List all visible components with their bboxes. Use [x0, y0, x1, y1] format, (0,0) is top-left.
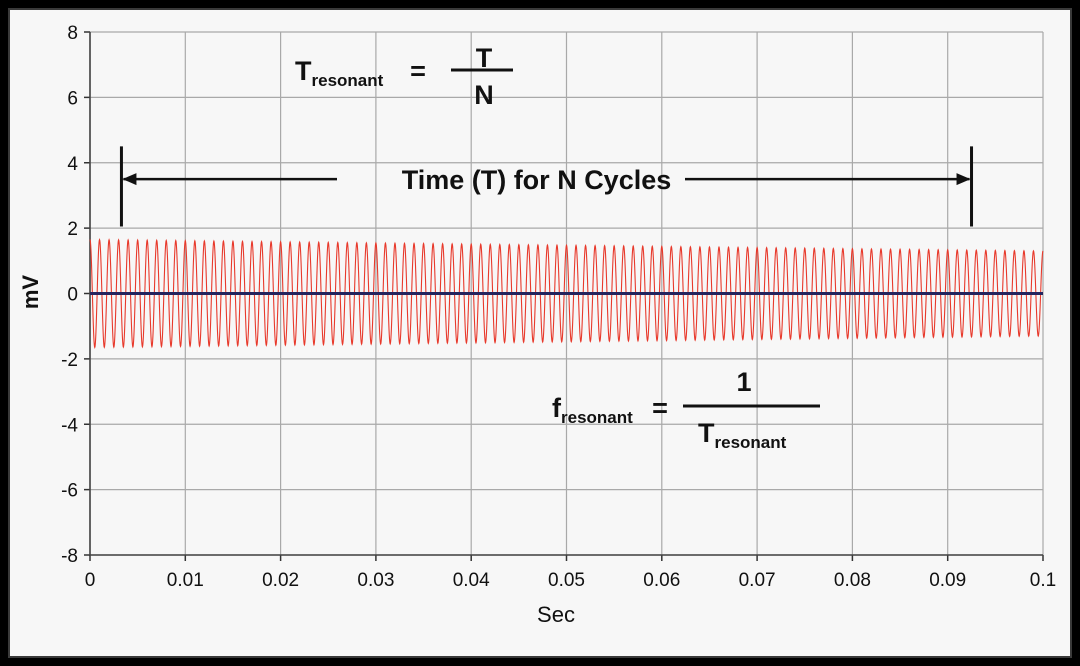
period-denominator: N	[474, 80, 494, 110]
annotations: Time (T) for N Cycles	[119, 146, 974, 227]
freq-denominator-subscript: resonant	[715, 433, 787, 452]
arrowhead-right	[956, 173, 971, 186]
chart-panel: 0 0.01 0.02 0.03 0.04 0.05 0.06 0.07 0.08 0.09 0.1…	[8, 8, 1072, 658]
x-tick-label: 0.01	[167, 570, 204, 591]
x-tick-label: 0.09	[929, 570, 966, 591]
y-tick-label: 2	[67, 219, 78, 240]
x-tick-label: 0.04	[453, 570, 490, 591]
x-tick-label: 0.07	[739, 570, 776, 591]
y-tick-label: -6	[61, 481, 78, 502]
freq-equals: =	[652, 393, 668, 423]
x-tick-label: 0	[85, 570, 96, 591]
series-group	[89, 238, 1044, 350]
y-tick-label: -8	[61, 546, 78, 567]
x-tick-label: 0.08	[834, 570, 871, 591]
x-tick-label: 0.02	[262, 570, 299, 591]
svg-text:Tresonant: Tresonant	[698, 418, 787, 452]
resonance-chart: 0 0.01 0.02 0.03 0.04 0.05 0.06 0.07 0.08 0.09 0.1…	[18, 23, 1056, 627]
freq-lhs-subscript: resonant	[561, 408, 633, 427]
period-formula: Tresonant = T N	[295, 43, 513, 110]
freq-lhs: f	[552, 393, 562, 423]
period-numerator: T	[476, 43, 493, 73]
y-tick-label: 4	[67, 154, 78, 175]
x-tick-label: 0.03	[357, 570, 394, 591]
period-lhs: T	[295, 56, 312, 86]
x-tick-label: 0.1	[1030, 570, 1056, 591]
svg-text:fresonant: fresonant	[552, 393, 633, 427]
frequency-formula: fresonant = 1 Tresonant	[552, 367, 820, 452]
signal-line	[89, 238, 1044, 350]
x-tick-label: 0.05	[548, 570, 585, 591]
x-axis-label: Sec	[537, 602, 575, 627]
svg-text:Tresonant: Tresonant	[295, 56, 384, 90]
freq-denominator: T	[698, 418, 715, 448]
y-tick-label: 8	[67, 23, 78, 44]
y-tick-label: -4	[61, 415, 78, 436]
x-tick-label: 0.06	[643, 570, 680, 591]
y-tick-label: 6	[67, 88, 78, 109]
y-axis-label: mV	[18, 275, 43, 310]
freq-numerator: 1	[736, 367, 751, 397]
period-equals: =	[410, 56, 426, 86]
y-tick-label: 0	[67, 285, 78, 306]
y-tick-label: -2	[61, 350, 78, 371]
period-lhs-subscript: resonant	[312, 71, 384, 90]
axis-ticks: 0 0.01 0.02 0.03 0.04 0.05 0.06 0.07 0.08 0.09 0.1…	[61, 23, 1056, 591]
arrowhead-left	[122, 173, 137, 186]
interval-label: Time (T) for N Cycles	[402, 165, 672, 195]
